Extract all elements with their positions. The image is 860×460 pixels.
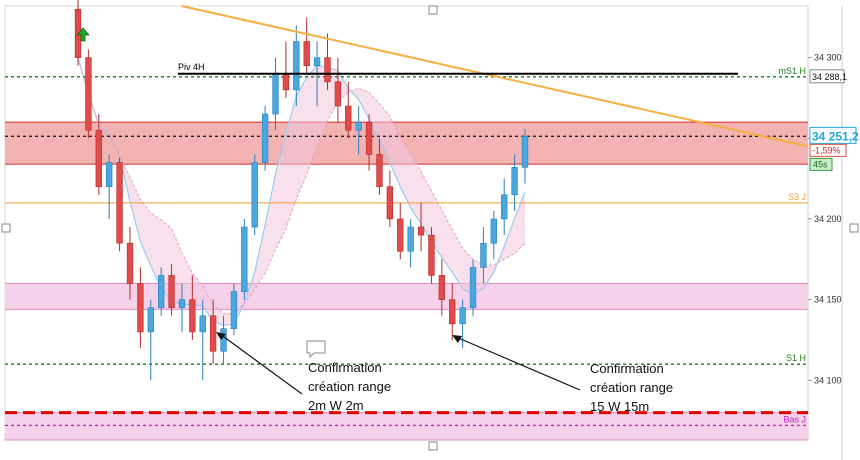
resize-handle-right[interactable] [849, 223, 859, 233]
level-label: S3 J [788, 192, 806, 202]
timer-badge [809, 157, 833, 171]
annotation-2-line-2: création range [590, 380, 673, 395]
level-label: mS1 H [778, 66, 806, 76]
annotation-1-line-3: 2m W 2m [308, 398, 364, 413]
candle-body [189, 299, 196, 333]
candle-body [209, 315, 217, 352]
zones-layer [5, 121, 808, 441]
candle-body [282, 73, 290, 91]
ma-slow-line [77, 57, 526, 315]
candle-body [178, 299, 186, 309]
candle-body [511, 167, 518, 196]
y-tick-label: 34 300 [814, 53, 842, 63]
candle-body [521, 136, 529, 168]
timer-badge-text: 45s [813, 159, 828, 169]
price-badges: 34 288,1 34 251,2 -1,59% 45s [809, 69, 859, 171]
trend-line[interactable] [181, 5, 809, 148]
change-badge-text: -1,59% [812, 145, 841, 155]
annotation-2-line-1: Confirmation [590, 361, 664, 376]
trend-layer [181, 5, 809, 148]
candle-body [199, 315, 206, 333]
candle-body [85, 57, 92, 131]
resize-handle-bottom[interactable] [428, 441, 438, 451]
ma-band-fill [78, 57, 525, 326]
change-badge [809, 143, 847, 157]
candle-body [397, 218, 404, 252]
candle-body [261, 113, 269, 163]
candle-body [365, 121, 373, 155]
candle-body [241, 226, 248, 292]
candle-body [407, 226, 414, 252]
price-badge [809, 126, 857, 144]
candle-body [220, 328, 227, 352]
price-badge-text: 34 251,2 [812, 129, 859, 143]
candles-layer [74, 0, 529, 381]
candle-body [480, 242, 487, 268]
candle-body [376, 154, 383, 187]
candle-body [490, 218, 497, 244]
candle-body [272, 73, 279, 115]
candle-body [501, 194, 508, 220]
annotation-arrow-1 [219, 333, 303, 395]
bottom-pink-zone [5, 412, 808, 440]
candle-body [230, 291, 238, 329]
level-value-badge [809, 69, 845, 84]
candle-body [137, 283, 144, 333]
candle-body [158, 275, 165, 309]
candle-body [147, 307, 154, 333]
candle-body [459, 307, 466, 325]
level-label: Bas J [783, 414, 806, 424]
pivot-label: Piv 4H [178, 62, 205, 72]
candle-body [95, 129, 102, 187]
annotation-arrowhead-1 [216, 332, 226, 340]
buy-arrow-icon [76, 27, 90, 42]
annotation-1-line-2: création range [308, 379, 391, 394]
candle-body [386, 186, 394, 220]
candle-body [313, 57, 321, 66]
candle-body [355, 121, 362, 131]
y-tick-label: 34 100 [814, 375, 842, 385]
candle-body [126, 242, 134, 284]
candle-body [168, 275, 175, 309]
y-tick-label: 34 150 [814, 295, 842, 305]
candle-body [438, 275, 445, 300]
candle-body [324, 57, 331, 83]
y-tick-label: 34 200 [814, 214, 842, 224]
pink-zone [5, 283, 808, 310]
annotation-arrowhead-2 [452, 335, 462, 343]
candle-body [449, 299, 456, 325]
candle-body [293, 41, 300, 91]
comment-icon[interactable] [306, 340, 326, 359]
candle-body [428, 234, 435, 276]
resize-handle-top[interactable] [428, 5, 438, 15]
level-value-badge-text: 34 288,1 [812, 72, 847, 82]
annotation-1-line-1: Confirmation [308, 360, 382, 375]
candle-body [251, 162, 258, 228]
candle-body [116, 162, 123, 244]
candle-body [469, 267, 477, 309]
annotation-arrow-2 [455, 336, 581, 391]
candle-body [303, 41, 310, 66]
moving-average-band [77, 57, 526, 327]
resize-handle-left[interactable] [1, 223, 11, 233]
candle-body [334, 81, 342, 107]
candle-body [106, 162, 113, 187]
annotation-2-line-3: 15 W 15m [590, 399, 649, 414]
pivot-layer: Piv 4H [178, 62, 738, 75]
level-label: S1 H [786, 353, 806, 363]
levels-layer: mS1 H S3 J S1 H Bas J [5, 66, 808, 427]
candle-body [345, 105, 352, 131]
ma-fast-line [77, 57, 526, 327]
candle-body [417, 226, 425, 236]
